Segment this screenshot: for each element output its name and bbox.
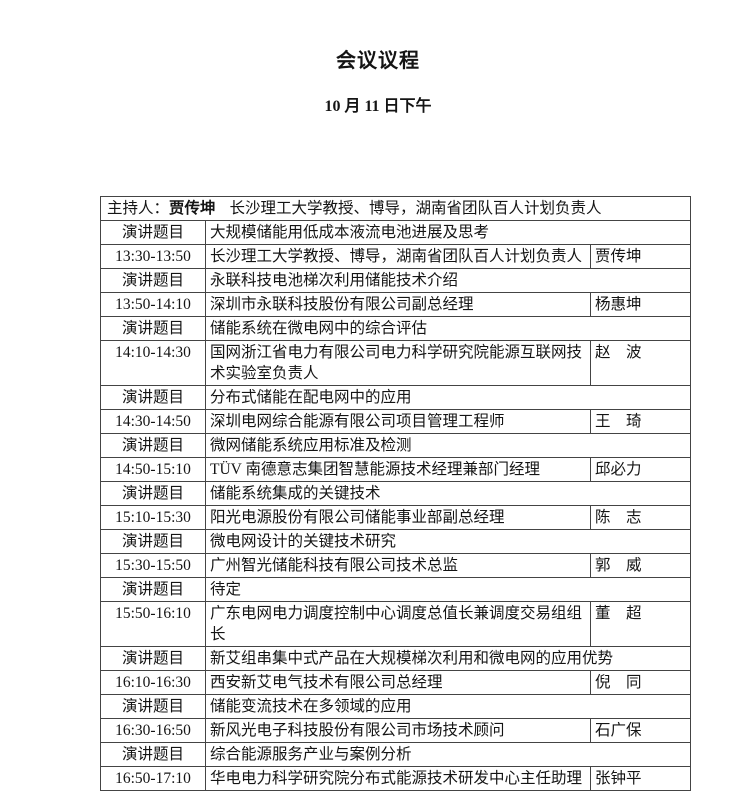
topic-cell: 综合能源服务产业与案例分析 (205, 742, 691, 767)
session-row: 15:50-16:10 广东电网电力调度控制中心调度总值长兼调度交易组组长董 超 (100, 601, 691, 647)
speaker-affiliation-cell: 国网浙江省电力有限公司电力科学研究院能源互联网技术实验室负责人 (205, 340, 591, 386)
topic-row: 演讲题目 大规模储能用低成本液流电池进展及思考 (100, 220, 691, 245)
session-row: 15:30-15:50 广州智光储能科技有限公司技术总监郭 威 (100, 553, 691, 578)
topic-label-cell: 演讲题目 (100, 577, 206, 602)
time-cell: 16:30-16:50 (100, 718, 206, 743)
host-row: 主持人：贾传坤 长沙理工大学教授、博导，湖南省团队百人计划负责人 (100, 196, 691, 221)
speaker-affiliation-cell: 新风光电子科技股份有限公司市场技术顾问 (205, 718, 591, 743)
speaker-affiliation-cell: 西安新艾电气技术有限公司总经理 (205, 670, 591, 695)
time-cell: 14:30-14:50 (100, 409, 206, 434)
topic-row: 演讲题目 微网储能系统应用标准及检测 (100, 433, 691, 458)
speaker-name-cell: 王 琦 (590, 409, 691, 434)
speaker-name-cell: 石广保 (590, 718, 691, 743)
speaker-name-cell: 贾传坤 (590, 244, 691, 269)
topic-row: 演讲题目 分布式储能在配电网中的应用 (100, 385, 691, 410)
topic-cell: 待定 (205, 577, 691, 602)
topic-row: 演讲题目 微电网设计的关键技术研究 (100, 529, 691, 554)
topic-cell: 微网储能系统应用标准及检测 (205, 433, 691, 458)
speaker-affiliation-cell: 长沙理工大学教授、博导，湖南省团队百人计划负责人 (205, 244, 591, 269)
topic-label-cell: 演讲题目 (100, 694, 206, 719)
topic-cell: 微电网设计的关键技术研究 (205, 529, 691, 554)
agenda-table: 主持人：贾传坤 长沙理工大学教授、博导，湖南省团队百人计划负责人 演讲题目 大规模储… (100, 196, 691, 791)
speaker-name-cell: 陈 志 (590, 505, 691, 530)
session-row: 16:50-17:10 华电电力科学研究院分布式能源技术研发中心主任助理 张钟平 (100, 766, 691, 791)
time-cell: 15:10-15:30 (100, 505, 206, 530)
host-name: 贾传坤 (169, 200, 216, 217)
topic-label-cell: 演讲题目 (100, 220, 206, 245)
topic-label-cell: 演讲题目 (100, 646, 206, 671)
topic-row: 演讲题目 储能系统集成的关键技术 (100, 481, 691, 506)
session-row: 13:30-13:50 长沙理工大学教授、博导，湖南省团队百人计划负责人 贾传坤 (100, 244, 691, 269)
speaker-name-cell: 董 超 (590, 601, 691, 647)
topic-row: 演讲题目 储能系统在微电网中的综合评估 (100, 316, 691, 341)
topic-label-cell: 演讲题目 (100, 268, 206, 293)
topic-cell: 大规模储能用低成本液流电池进展及思考 (205, 220, 691, 245)
session-row: 14:30-14:50 深圳电网综合能源有限公司项目管理工程师王 琦 (100, 409, 691, 434)
time-cell: 16:50-17:10 (100, 766, 206, 791)
session-row: 16:30-16:50 新风光电子科技股份有限公司市场技术顾问 石广保 (100, 718, 691, 743)
topic-row: 演讲题目 储能变流技术在多领域的应用 (100, 694, 691, 719)
host-label: 主持人： (107, 200, 170, 217)
topic-row: 演讲题目 待定 (100, 577, 691, 602)
speaker-affiliation-cell: 阳光电源股份有限公司储能事业部副总经理 (205, 505, 591, 530)
session-row: 16:10-16:30 西安新艾电气技术有限公司总经理倪 同 (100, 670, 691, 695)
host-description: 长沙理工大学教授、博导，湖南省团队百人计划负责人 (229, 200, 602, 217)
speaker-affiliation-cell: 广东电网电力调度控制中心调度总值长兼调度交易组组长 (205, 601, 591, 647)
speaker-affiliation-cell: 华电电力科学研究院分布式能源技术研发中心主任助理 (205, 766, 591, 791)
speaker-affiliation-cell: TÜV 南德意志集团智慧能源技术经理兼部门经理 (205, 457, 591, 482)
time-cell: 13:50-14:10 (100, 292, 206, 317)
session-row: 13:50-14:10 深圳市永联科技股份有限公司副总经理 杨惠坤 (100, 292, 691, 317)
topic-label-cell: 演讲题目 (100, 742, 206, 767)
topic-cell: 新艾组串集中式产品在大规模梯次利用和微电网的应用优势 (205, 646, 691, 671)
time-cell: 13:30-13:50 (100, 244, 206, 269)
host-cell: 主持人：贾传坤 长沙理工大学教授、博导，湖南省团队百人计划负责人 (100, 196, 691, 221)
speaker-name-cell: 赵 波 (590, 340, 691, 386)
topic-label-cell: 演讲题目 (100, 433, 206, 458)
speaker-name-cell: 倪 同 (590, 670, 691, 695)
topic-label-cell: 演讲题目 (100, 316, 206, 341)
time-cell: 15:50-16:10 (100, 601, 206, 647)
time-cell: 15:30-15:50 (100, 553, 206, 578)
topic-row: 演讲题目 综合能源服务产业与案例分析 (100, 742, 691, 767)
session-row: 14:10-14:30 国网浙江省电力有限公司电力科学研究院能源互联网技术实验室负… (100, 340, 691, 386)
topic-label-cell: 演讲题目 (100, 529, 206, 554)
agenda-table-body: 主持人：贾传坤 长沙理工大学教授、博导，湖南省团队百人计划负责人 演讲题目 大规模储… (100, 196, 691, 791)
speaker-name-cell: 郭 威 (590, 553, 691, 578)
speaker-name-cell: 杨惠坤 (590, 292, 691, 317)
time-cell: 14:10-14:30 (100, 340, 206, 386)
time-cell: 14:50-15:10 (100, 457, 206, 482)
topic-cell: 储能系统集成的关键技术 (205, 481, 691, 506)
speaker-name-cell: 邱必力 (590, 457, 691, 482)
topic-cell: 分布式储能在配电网中的应用 (205, 385, 691, 410)
speaker-affiliation-cell: 广州智光储能科技有限公司技术总监 (205, 553, 591, 578)
session-date: 10 月 11 日下午 (324, 98, 432, 115)
topic-row: 演讲题目 新艾组串集中式产品在大规模梯次利用和微电网的应用优势 (100, 646, 691, 671)
topic-label-cell: 演讲题目 (100, 385, 206, 410)
time-cell: 16:10-16:30 (100, 670, 206, 695)
speaker-affiliation-cell: 深圳市永联科技股份有限公司副总经理 (205, 292, 591, 317)
topic-cell: 永联科技电池梯次利用储能技术介绍 (205, 268, 691, 293)
topic-row: 演讲题目 永联科技电池梯次利用储能技术介绍 (100, 268, 691, 293)
speaker-affiliation-cell: 深圳电网综合能源有限公司项目管理工程师 (205, 409, 591, 434)
session-row: 14:50-15:10 TÜV 南德意志集团智慧能源技术经理兼部门经理 邱必力 (100, 457, 691, 482)
session-row: 15:10-15:30 阳光电源股份有限公司储能事业部副总经理陈 志 (100, 505, 691, 530)
document-title: 会议议程 (336, 50, 420, 72)
topic-cell: 储能变流技术在多领域的应用 (205, 694, 691, 719)
topic-cell: 储能系统在微电网中的综合评估 (205, 316, 691, 341)
topic-label-cell: 演讲题目 (100, 481, 206, 506)
speaker-name-cell: 张钟平 (590, 766, 691, 791)
